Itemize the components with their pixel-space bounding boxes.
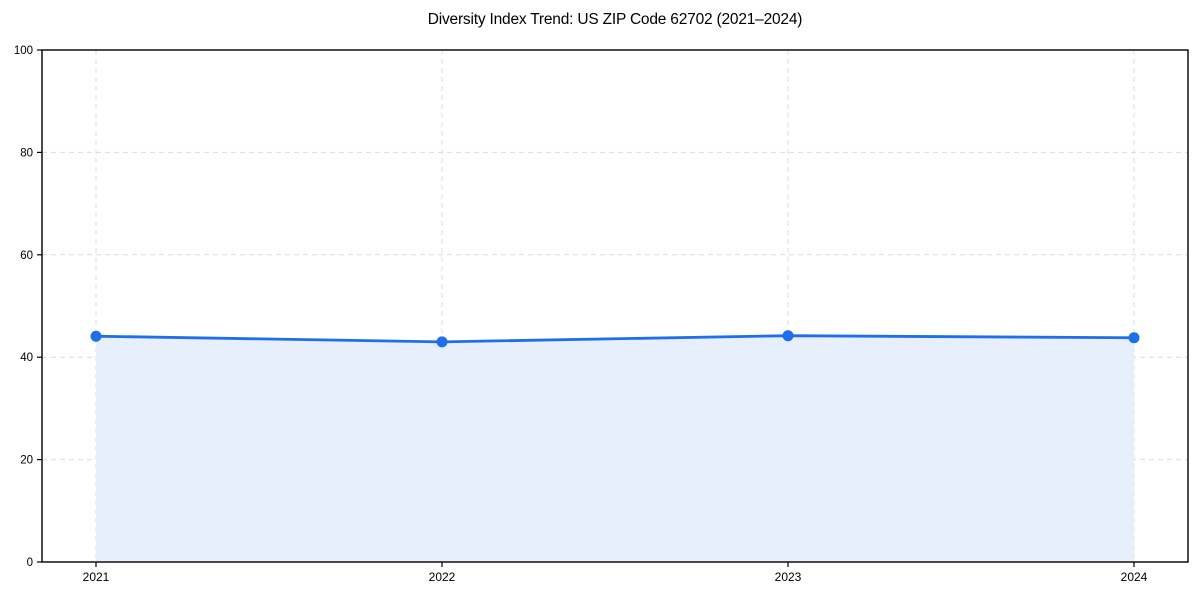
data-point [436,336,448,348]
data-point [1128,332,1140,344]
y-tick-label: 0 [27,557,33,569]
trend-line [94,334,1136,344]
axes-frame [41,49,1189,563]
x-tick-label: 2023 [775,570,802,584]
y-tick-label: 20 [20,455,33,467]
y-tick-label: 60 [20,250,33,262]
chart-title: Diversity Index Trend: US ZIP Code 62702… [427,11,803,28]
x-tick-label: 2022 [429,570,456,584]
data-point [90,330,102,342]
y-tick-label: 100 [14,45,33,57]
y-tick-label: 80 [20,147,33,159]
x-tick-label: 2024 [1121,570,1148,584]
x-tick-label: 2021 [83,570,110,584]
y-tick-label: 40 [20,352,33,364]
area-fill [96,335,1134,562]
data-point [782,330,794,342]
